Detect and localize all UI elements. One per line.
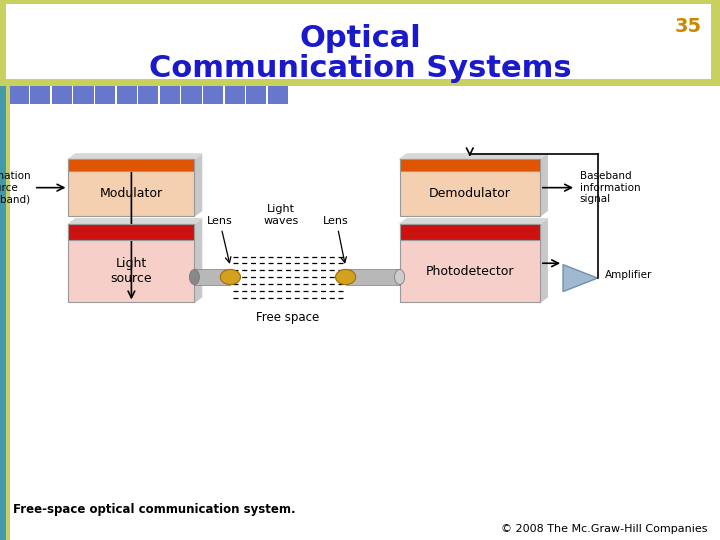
Text: Photodetector: Photodetector [426, 265, 514, 278]
Text: Amplifier: Amplifier [605, 271, 652, 280]
Text: Free-space optical communication system.: Free-space optical communication system. [13, 503, 296, 516]
FancyBboxPatch shape [268, 86, 288, 104]
Text: © 2008 The Mc.Graw-Hill Companies: © 2008 The Mc.Graw-Hill Companies [500, 523, 707, 534]
FancyBboxPatch shape [203, 86, 223, 104]
FancyBboxPatch shape [117, 86, 137, 104]
Circle shape [336, 269, 356, 285]
Polygon shape [563, 265, 598, 292]
Text: Lens: Lens [207, 215, 233, 262]
Polygon shape [400, 219, 547, 224]
Text: Light
waves: Light waves [264, 204, 298, 226]
Text: Demodulator: Demodulator [429, 187, 510, 200]
Polygon shape [68, 154, 202, 159]
FancyBboxPatch shape [160, 86, 180, 104]
Text: Light
source: Light source [111, 257, 152, 285]
Ellipse shape [225, 269, 235, 285]
FancyBboxPatch shape [6, 4, 711, 80]
FancyBboxPatch shape [52, 86, 72, 104]
FancyBboxPatch shape [400, 159, 540, 171]
FancyBboxPatch shape [400, 224, 540, 240]
Polygon shape [194, 219, 202, 302]
FancyBboxPatch shape [181, 86, 202, 104]
Polygon shape [68, 219, 202, 224]
FancyBboxPatch shape [68, 224, 194, 302]
FancyBboxPatch shape [246, 86, 266, 104]
FancyBboxPatch shape [225, 86, 245, 104]
FancyBboxPatch shape [68, 224, 194, 240]
Text: Lens: Lens [323, 215, 349, 262]
FancyBboxPatch shape [73, 86, 94, 104]
FancyBboxPatch shape [30, 86, 50, 104]
FancyBboxPatch shape [9, 86, 29, 104]
FancyBboxPatch shape [95, 86, 115, 104]
Ellipse shape [189, 269, 199, 285]
FancyBboxPatch shape [400, 224, 540, 302]
FancyBboxPatch shape [6, 79, 711, 86]
FancyBboxPatch shape [194, 269, 230, 285]
FancyBboxPatch shape [0, 86, 6, 540]
FancyBboxPatch shape [346, 269, 400, 285]
Ellipse shape [395, 269, 405, 285]
FancyBboxPatch shape [0, 0, 720, 86]
Text: Baseband
information
signal: Baseband information signal [580, 171, 640, 204]
Polygon shape [540, 154, 547, 216]
Polygon shape [540, 219, 547, 302]
Polygon shape [400, 154, 547, 159]
Polygon shape [194, 154, 202, 216]
Text: Free space: Free space [256, 310, 320, 323]
Circle shape [220, 269, 240, 285]
Ellipse shape [341, 269, 351, 285]
Text: Information
source
(baseband): Information source (baseband) [0, 171, 31, 204]
Text: Modulator: Modulator [100, 187, 163, 200]
FancyBboxPatch shape [6, 86, 10, 540]
FancyBboxPatch shape [68, 159, 194, 216]
FancyBboxPatch shape [138, 86, 158, 104]
FancyBboxPatch shape [400, 159, 540, 216]
Text: Communication Systems: Communication Systems [149, 54, 571, 83]
Text: 35: 35 [675, 17, 702, 36]
Text: Optical: Optical [299, 24, 421, 53]
FancyBboxPatch shape [68, 159, 194, 171]
